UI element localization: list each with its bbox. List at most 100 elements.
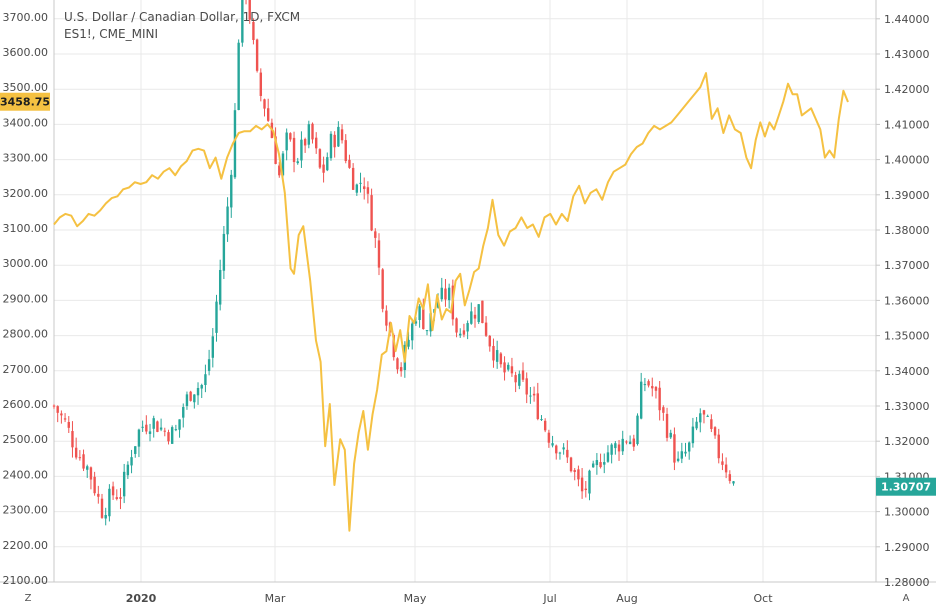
candle-body xyxy=(702,410,706,415)
candle-body xyxy=(518,373,521,386)
left-axis-tick-label: 3700.00 xyxy=(3,11,49,24)
candle-body xyxy=(484,322,488,336)
candle-body xyxy=(255,39,259,71)
candle-body xyxy=(278,165,281,176)
candle-body xyxy=(676,458,680,461)
left-axis-tick-label: 3500.00 xyxy=(3,81,49,94)
right-axis-tick-label: 1.40000 xyxy=(884,154,930,167)
grid-lines xyxy=(0,0,936,583)
left-axis-scale-button[interactable]: Z xyxy=(24,593,32,604)
candle-body xyxy=(577,469,580,480)
candle-body xyxy=(599,462,602,468)
candle-body xyxy=(230,174,233,208)
candle-body xyxy=(108,488,111,517)
candle-body xyxy=(477,304,480,323)
candle-body xyxy=(662,407,665,413)
candle-body xyxy=(344,140,347,162)
candle-body xyxy=(628,441,632,445)
candle-body xyxy=(429,313,432,332)
candle-body xyxy=(248,0,251,20)
auto-scale-button[interactable]: A xyxy=(902,593,910,604)
candle-body xyxy=(459,333,462,336)
candle-body xyxy=(510,366,514,374)
left-axis-tick-label: 3400.00 xyxy=(3,116,49,129)
candle-body xyxy=(396,358,399,370)
candle-body xyxy=(218,269,222,305)
candle-body xyxy=(724,464,728,473)
candle-body xyxy=(481,300,484,324)
candle-body xyxy=(377,240,381,268)
candle-body xyxy=(566,449,569,458)
candle-body xyxy=(625,441,628,443)
candle-body xyxy=(141,426,144,428)
time-axis-tick-label: Jul xyxy=(542,592,556,605)
candle-body xyxy=(381,269,384,309)
candle-body xyxy=(547,432,551,443)
candle-body xyxy=(130,457,133,466)
candle-body xyxy=(318,149,322,168)
candle-body xyxy=(263,99,266,109)
candle-body xyxy=(237,42,240,111)
right-axis-tick-label: 1.32000 xyxy=(884,435,930,448)
candle-body xyxy=(259,72,263,96)
candle-body xyxy=(713,427,717,436)
candle-body xyxy=(204,374,207,385)
candle-body xyxy=(300,139,303,161)
left-price-axis[interactable]: 3700.00 3600.00 3500.00 3400.00 3300.00 3200.… xyxy=(0,11,50,587)
candle-body xyxy=(274,136,277,164)
candle-body xyxy=(492,345,495,361)
left-axis-tick-label: 3300.00 xyxy=(3,152,49,165)
candle-body xyxy=(252,21,255,40)
candle-body xyxy=(573,470,576,472)
right-axis-tick-label: 1.35000 xyxy=(884,330,930,343)
right-axis-tick-label: 1.29000 xyxy=(884,541,930,554)
candle-body xyxy=(189,391,192,401)
overlay-current-value-text: 3458.75 xyxy=(0,96,50,109)
left-axis-tick-label: 3100.00 xyxy=(3,222,49,235)
candle-body xyxy=(178,419,181,430)
candle-body xyxy=(233,110,237,178)
time-axis-tick-label: Aug xyxy=(616,592,637,605)
candle-body xyxy=(152,418,155,429)
candle-body xyxy=(603,462,606,465)
right-price-axis[interactable]: 1.480001.470001.460001.450001.440001.430… xyxy=(876,0,936,589)
candle-body xyxy=(525,378,528,395)
right-axis-tick-label: 1.39000 xyxy=(884,189,930,202)
candle-body xyxy=(71,431,74,448)
candle-body xyxy=(495,350,499,362)
candle-body xyxy=(337,126,340,147)
candle-body xyxy=(74,447,78,458)
candle-body xyxy=(466,323,469,332)
candle-body xyxy=(159,427,163,430)
candle-body xyxy=(137,429,141,447)
candle-body xyxy=(580,477,584,492)
candle-body xyxy=(514,375,517,383)
candle-body xyxy=(728,474,732,481)
candle-body xyxy=(695,421,698,429)
price-current-value-text: 1.30707 xyxy=(881,481,931,494)
time-axis-tick-label: 2020 xyxy=(126,592,157,605)
candle-body xyxy=(440,287,443,300)
candle-body xyxy=(333,134,336,148)
candle-body xyxy=(363,186,366,190)
candle-body xyxy=(658,387,661,411)
chart-title: U.S. Dollar / Canadian Dollar, 1D, FXCM xyxy=(64,10,300,24)
candle-body xyxy=(82,454,85,469)
candle-body xyxy=(340,129,344,141)
candle-body xyxy=(555,445,558,454)
candle-body xyxy=(322,164,325,173)
time-axis[interactable]: 2020 Mar May Jul Aug Oct xyxy=(126,592,774,605)
candle-body xyxy=(558,452,562,454)
candle-body xyxy=(591,463,595,468)
overlay-symbol-label: ES1!, CME_MINI xyxy=(64,27,158,41)
candle-body xyxy=(551,443,554,446)
right-axis-tick-label: 1.37000 xyxy=(884,259,930,272)
left-axis-tick-label: 2400.00 xyxy=(3,468,49,481)
candle-body xyxy=(359,182,362,184)
candle-body xyxy=(207,359,211,371)
candle-body xyxy=(366,187,370,194)
candle-body xyxy=(315,137,318,149)
candle-body xyxy=(241,0,244,43)
candle-body xyxy=(78,457,82,459)
